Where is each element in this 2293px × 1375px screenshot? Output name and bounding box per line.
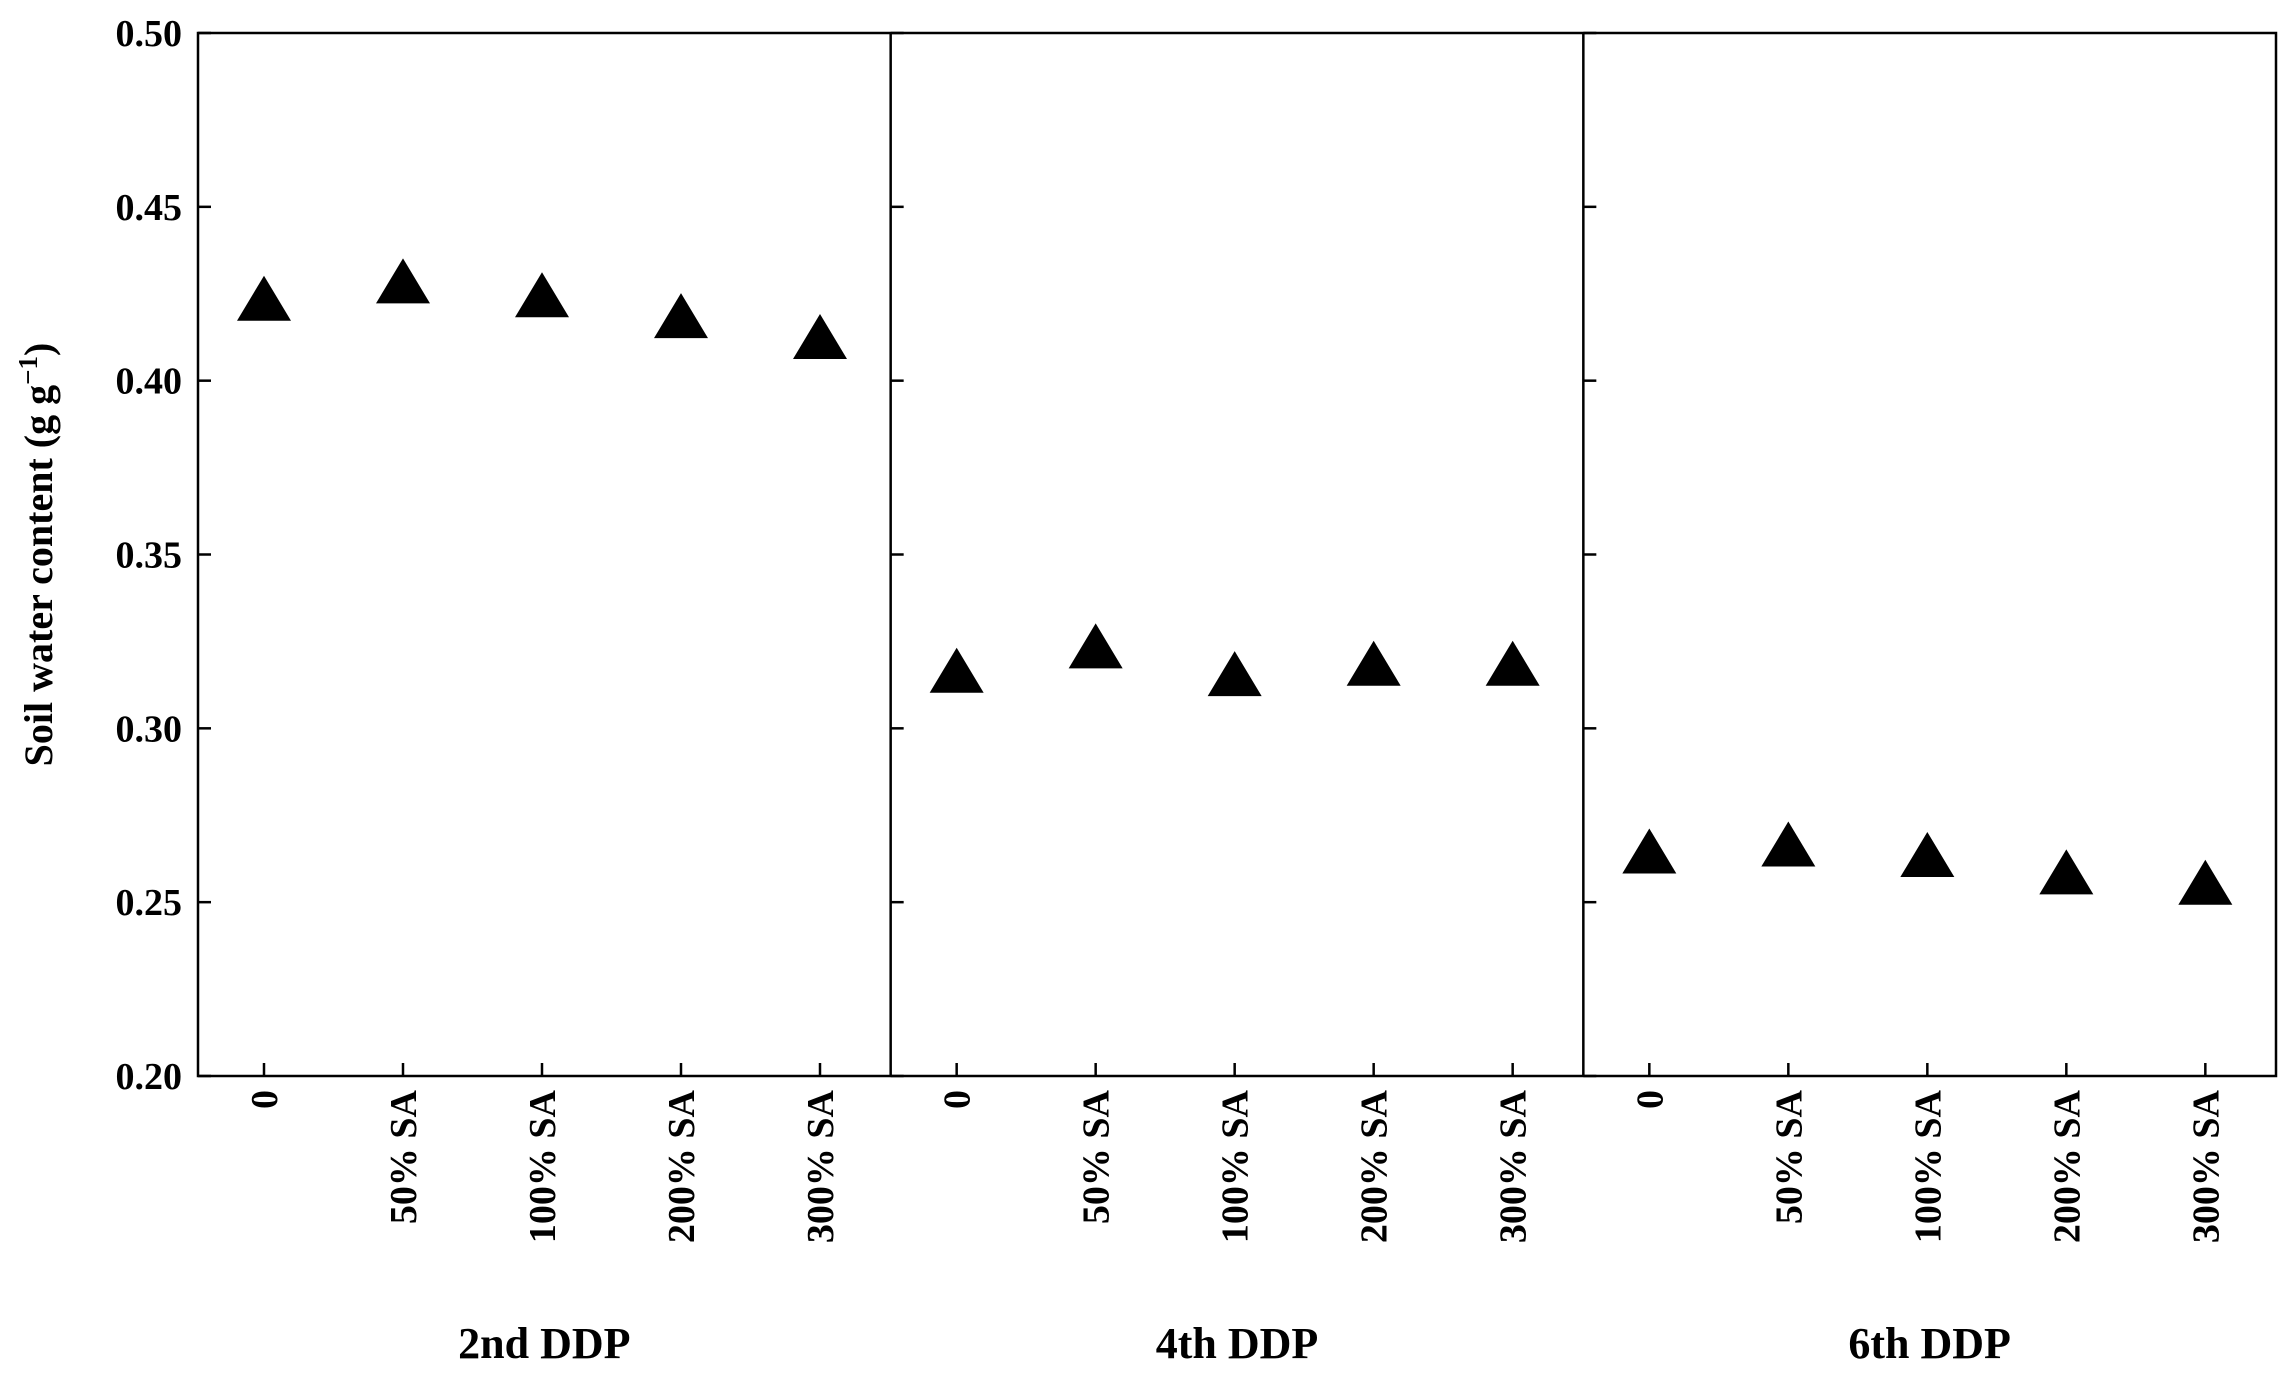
y-axis-label-superscript: −1 xyxy=(13,356,43,385)
y-tick-label: 0.25 xyxy=(116,882,183,924)
data-point-triangle xyxy=(1761,821,1816,867)
data-point-triangle xyxy=(376,258,430,304)
y-tick-label: 0.40 xyxy=(116,361,183,403)
data-point-triangle xyxy=(1346,640,1401,686)
x-tick-label: 100% SA xyxy=(522,1089,564,1243)
x-tick-label: 100% SA xyxy=(1907,1089,1949,1243)
x-tick-label: 300% SA xyxy=(2185,1089,2227,1243)
y-tick-label: 0.50 xyxy=(116,13,183,55)
x-tick-label: 50% SA xyxy=(383,1089,425,1224)
x-tick-label: 300% SA xyxy=(1493,1089,1535,1243)
x-tick-label: 200% SA xyxy=(2046,1089,2088,1243)
data-point-triangle xyxy=(515,272,569,318)
data-point-triangle xyxy=(1900,831,1955,877)
data-point-triangle xyxy=(1485,640,1540,686)
data-point-triangle xyxy=(237,275,291,321)
y-axis-label: Soil water content (g g−1) xyxy=(13,343,61,767)
y-tick-label: 0.35 xyxy=(116,535,183,577)
data-point-triangle xyxy=(654,293,708,339)
data-point-triangle xyxy=(1068,623,1123,669)
data-point-triangle xyxy=(2039,849,2094,895)
x-tick-label: 200% SA xyxy=(1354,1089,1396,1243)
y-tick-label: 0.20 xyxy=(116,1056,183,1098)
x-tick-label: 0 xyxy=(244,1090,286,1109)
panel-label: 4th DDP xyxy=(1156,1319,1319,1368)
x-tick-label: 50% SA xyxy=(1076,1089,1118,1224)
data-point-triangle xyxy=(2178,859,2233,905)
x-tick-label: 300% SA xyxy=(800,1089,842,1243)
x-tick-label: 50% SA xyxy=(1768,1089,1810,1224)
data-point-triangle xyxy=(1207,651,1262,697)
plot-frame xyxy=(196,31,2278,1078)
panel-label: 2nd DDP xyxy=(458,1319,630,1368)
x-tick-label: 0 xyxy=(937,1090,979,1109)
panel-label: 6th DDP xyxy=(1848,1319,2011,1368)
data-point-triangle xyxy=(793,313,847,359)
x-tick-label: 200% SA xyxy=(661,1089,703,1243)
y-axis-label-close: ) xyxy=(16,343,61,356)
data-point-triangle xyxy=(929,647,984,693)
y-tick-label: 0.45 xyxy=(116,187,183,229)
x-tick-label: 0 xyxy=(1629,1090,1671,1109)
y-axis-label-text: Soil water content (g g xyxy=(16,385,61,766)
y-tick-label: 0.30 xyxy=(116,708,183,750)
x-tick-label: 100% SA xyxy=(1215,1089,1257,1243)
data-point-triangle xyxy=(1622,828,1677,874)
